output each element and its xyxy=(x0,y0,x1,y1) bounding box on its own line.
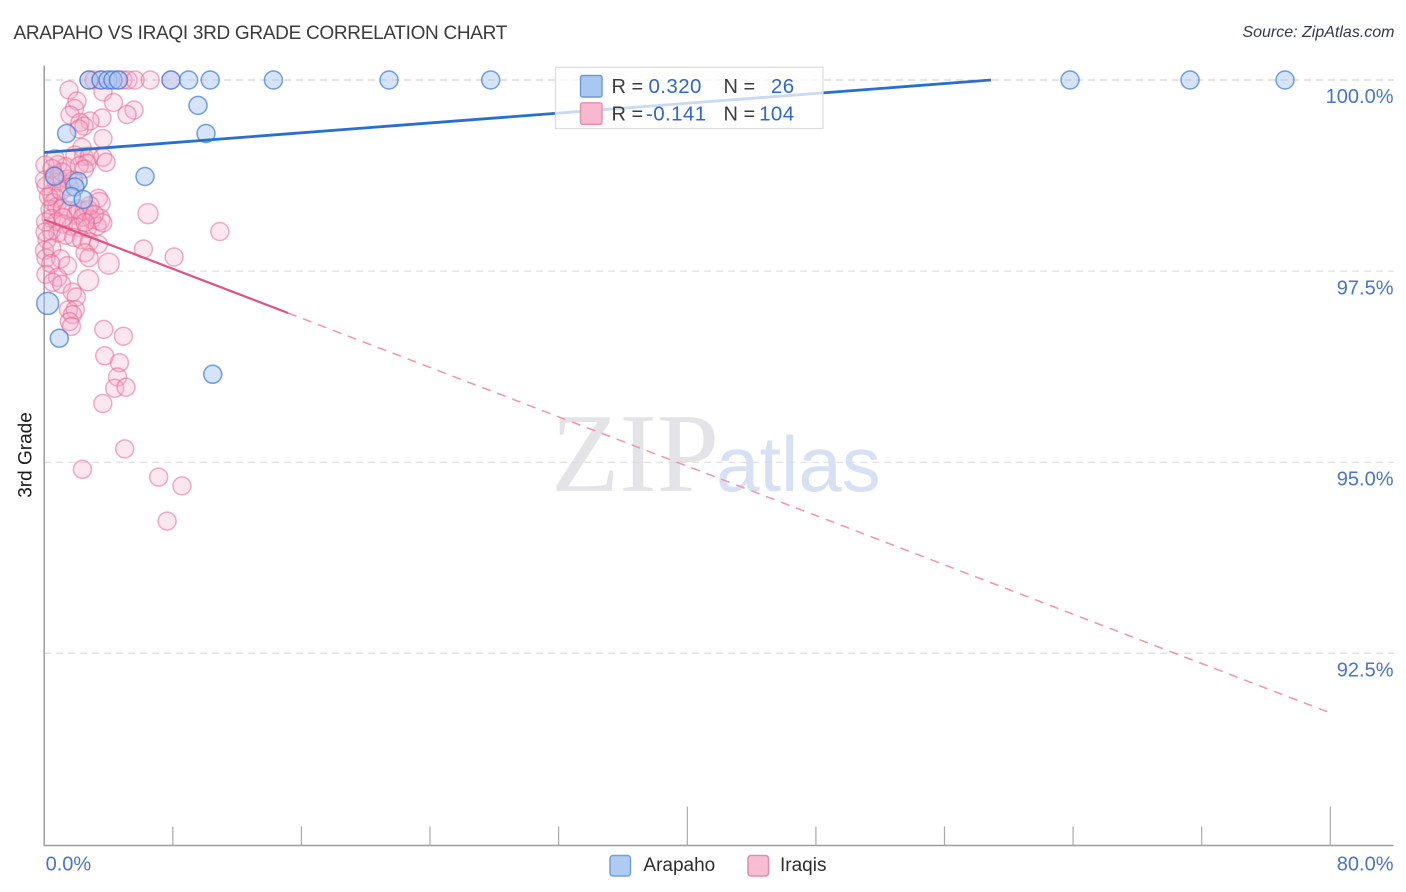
svg-text:0.0%: 0.0% xyxy=(46,854,92,876)
svg-text:ZIP: ZIP xyxy=(551,392,719,516)
svg-text:R =: R = xyxy=(612,76,644,98)
svg-text:95.0%: 95.0% xyxy=(1337,468,1394,490)
svg-text:3rd Grade: 3rd Grade xyxy=(16,412,37,498)
svg-text:Source: ZipAtlas.com: Source: ZipAtlas.com xyxy=(1242,24,1394,41)
svg-text:-0.141: -0.141 xyxy=(646,103,707,126)
svg-text:104: 104 xyxy=(759,103,794,126)
svg-text:0.320: 0.320 xyxy=(649,75,702,98)
svg-text:ARAPAHO VS IRAQI 3RD GRADE COR: ARAPAHO VS IRAQI 3RD GRADE CORRELATION C… xyxy=(14,23,508,44)
svg-text:N =: N = xyxy=(724,104,756,126)
svg-text:100.0%: 100.0% xyxy=(1326,86,1394,108)
svg-text:26: 26 xyxy=(771,75,795,98)
svg-text:atlas: atlas xyxy=(716,420,881,508)
svg-text:Iraqis: Iraqis xyxy=(780,855,826,876)
svg-text:80.0%: 80.0% xyxy=(1337,854,1394,876)
svg-text:R =: R = xyxy=(612,104,644,126)
svg-text:92.5%: 92.5% xyxy=(1337,660,1394,682)
svg-text:97.5%: 97.5% xyxy=(1337,277,1394,299)
svg-text:N =: N = xyxy=(724,76,756,98)
svg-text:Arapaho: Arapaho xyxy=(643,855,715,876)
